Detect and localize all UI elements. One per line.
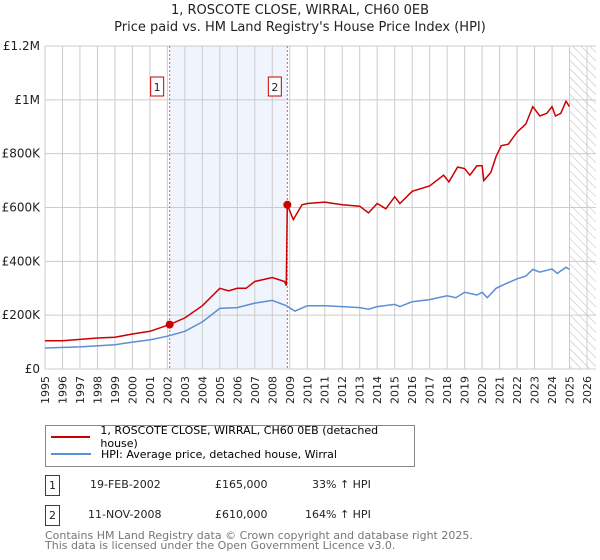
- sale-point: [283, 200, 292, 209]
- x-tick-label: 2008: [266, 376, 279, 404]
- y-tick-label: £800K: [2, 147, 42, 161]
- x-tick-label: 1997: [74, 376, 87, 404]
- y-tick-label: £1M: [14, 93, 40, 107]
- x-tick-label: 2024: [546, 376, 559, 404]
- sale-badge: 1: [45, 475, 60, 496]
- sale-hpi: 164% ↑ HPI: [305, 508, 371, 521]
- hpi-line: [44, 266, 570, 349]
- x-tick-label: 2003: [179, 376, 192, 404]
- legend-label: HPI: Average price, detached house, Wirr…: [101, 447, 337, 461]
- sale-hpi: 33% ↑ HPI: [312, 478, 371, 491]
- x-tick-label: 2009: [284, 376, 297, 404]
- x-tick-label: 2012: [336, 376, 349, 404]
- footer-line1: Contains HM Land Registry data © Crown c…: [45, 529, 473, 542]
- x-tick-label: 2017: [424, 376, 437, 404]
- x-tick-label: 1998: [91, 376, 104, 404]
- x-tick-label: 2002: [161, 376, 174, 404]
- x-tick-label: 2023: [529, 376, 542, 404]
- x-tick-label: 2011: [319, 376, 332, 404]
- legend-swatch: [51, 453, 91, 455]
- x-tick-label: 2022: [511, 376, 524, 404]
- legend: 1, ROSCOTE CLOSE, WIRRAL, CH60 0EB (deta…: [45, 424, 415, 467]
- legend-swatch: [51, 436, 91, 438]
- x-tick-label: 2021: [494, 376, 507, 404]
- x-tick-label: 1995: [39, 376, 52, 404]
- x-tick-label: 2015: [389, 376, 402, 404]
- sale-marker-badge: [267, 76, 282, 97]
- legend-item-property: 1, ROSCOTE CLOSE, WIRRAL, CH60 0EB (deta…: [46, 424, 414, 450]
- sale-badge: 2: [45, 505, 60, 526]
- property-price-line: [45, 99, 571, 342]
- legend-item-hpi: HPI: Average price, detached house, Wirr…: [46, 446, 337, 462]
- chart-subtitle: Price paid vs. HM Land Registry's House …: [114, 20, 486, 35]
- sale-date: 19-FEB-2002: [90, 478, 161, 491]
- chart-title: 1, ROSCOTE CLOSE, WIRRAL, CH60 0EB: [170, 3, 430, 18]
- y-tick-label: £0: [25, 362, 40, 376]
- y-tick-label: £200K: [2, 308, 42, 322]
- legend-label: 1, ROSCOTE CLOSE, WIRRAL, CH60 0EB (deta…: [100, 424, 379, 450]
- x-tick-label: 2016: [406, 376, 419, 404]
- x-tick-label: 2020: [476, 376, 489, 404]
- x-tick-label: 2000: [126, 376, 139, 404]
- x-tick-label: 2026: [581, 376, 594, 404]
- x-tick-label: 2001: [144, 376, 157, 404]
- sale-marker-label: 2: [271, 81, 278, 94]
- x-tick-label: 2019: [459, 376, 472, 404]
- x-tick-label: 2018: [441, 376, 454, 404]
- x-tick-label: 1999: [109, 376, 122, 404]
- sale-point: [165, 320, 174, 329]
- x-tick-label: 2004: [196, 376, 209, 404]
- x-tick-label: 2025: [564, 376, 577, 404]
- footer: Contains HM Land Registry data © Crown c…: [45, 529, 473, 552]
- x-tick-label: 1996: [56, 376, 69, 404]
- x-tick-label: 2013: [354, 376, 367, 404]
- x-tick-label: 2005: [214, 376, 227, 404]
- x-tick-label: 2006: [231, 376, 244, 404]
- sale-date: 11-NOV-2008: [88, 508, 162, 521]
- y-tick-label: £600K: [2, 201, 42, 215]
- x-tick-label: 2007: [249, 376, 262, 404]
- plot-area: 1995 1996 1997 1998 1999 2000 2001 2002 2003 2004…: [2, 39, 596, 404]
- y-tick-label: £1.2M: [3, 39, 40, 53]
- sale-marker-label: 1: [154, 81, 161, 94]
- sale-price: £165,000: [215, 478, 268, 491]
- footer-line2: This data is licensed under the Open Gov…: [45, 539, 396, 552]
- sale-price: £610,000: [215, 508, 268, 521]
- x-tick-label: 2010: [301, 376, 314, 404]
- y-tick-label: £400K: [2, 254, 42, 268]
- x-tick-label: 2014: [371, 376, 384, 404]
- sale-marker-badge: [150, 76, 165, 97]
